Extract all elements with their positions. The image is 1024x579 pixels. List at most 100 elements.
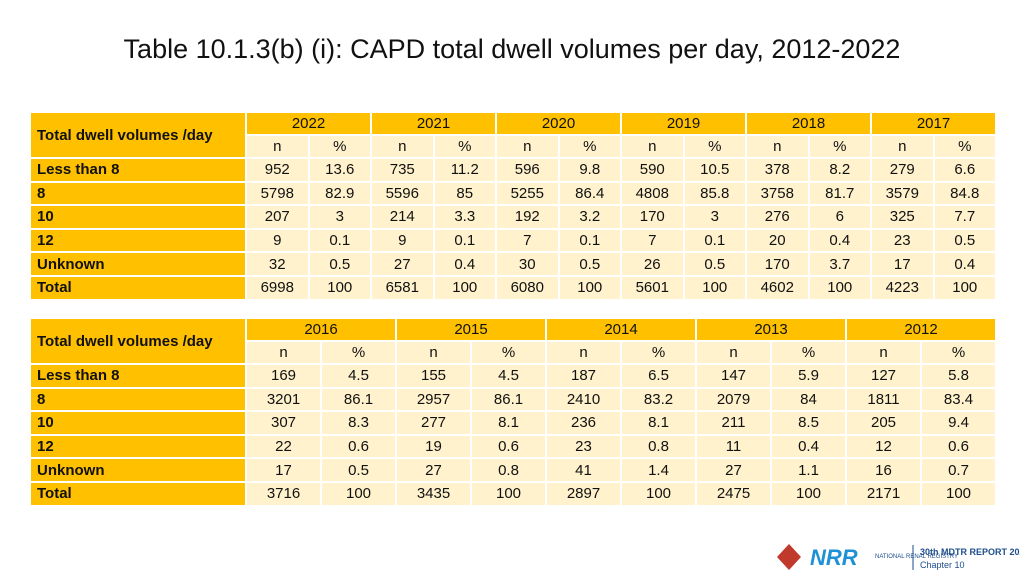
- data-cell: 279: [871, 158, 934, 182]
- row-label: 8: [30, 387, 246, 412]
- chapter-text: Chapter 10: [920, 560, 965, 570]
- sub-header: n: [746, 135, 809, 158]
- data-cell: 6080: [496, 276, 559, 300]
- data-cell: 7: [496, 228, 559, 253]
- sub-header: %: [933, 135, 996, 158]
- data-cell: 100: [558, 276, 621, 300]
- data-cell: 8.1: [471, 411, 546, 435]
- year-header: 2020: [496, 112, 621, 135]
- data-cell: 100: [321, 482, 396, 506]
- data-cell: 147: [696, 364, 771, 388]
- row-label: 12: [30, 434, 246, 459]
- data-cell: 236: [546, 411, 621, 435]
- sub-header: n: [396, 341, 471, 364]
- data-cell: 214: [371, 205, 434, 229]
- sub-header: %: [308, 135, 371, 158]
- sub-header: %: [433, 135, 496, 158]
- data-cell: 9: [246, 228, 309, 253]
- logo-diamond: [777, 544, 801, 570]
- data-cell: 100: [771, 482, 846, 506]
- data-cell: 86.1: [321, 387, 396, 412]
- sub-header: n: [871, 135, 934, 158]
- data-cell: 207: [246, 205, 309, 229]
- data-cell: 2897: [546, 482, 621, 506]
- year-header: 2013: [696, 318, 846, 341]
- data-cell: 8.1: [621, 411, 696, 435]
- data-cell: 30: [496, 252, 559, 276]
- data-cell: 127: [846, 364, 921, 388]
- data-cell: 6.5: [621, 364, 696, 388]
- year-header: 2021: [371, 112, 496, 135]
- row-label: Less than 8: [30, 158, 246, 182]
- data-cell: 6.6: [933, 158, 996, 182]
- data-cell: 3: [308, 205, 371, 229]
- data-cell: 307: [246, 411, 321, 435]
- data-cell: 0.1: [558, 228, 621, 253]
- data-cell: 100: [621, 482, 696, 506]
- data-cell: 20: [746, 228, 809, 253]
- data-cell: 3201: [246, 387, 321, 412]
- header-label: Total dwell volumes /day: [30, 318, 246, 364]
- sub-header: %: [558, 135, 621, 158]
- data-cell: 0.5: [933, 228, 996, 253]
- data-cell: 5.8: [921, 364, 996, 388]
- data-cell: 9: [371, 228, 434, 253]
- data-cell: 0.1: [308, 228, 371, 253]
- data-cell: 23: [871, 228, 934, 253]
- sub-header: %: [683, 135, 746, 158]
- data-cell: 155: [396, 364, 471, 388]
- data-cell: 86.4: [558, 181, 621, 206]
- data-cell: 0.1: [683, 228, 746, 253]
- data-cell: 4602: [746, 276, 809, 300]
- row-label: 10: [30, 411, 246, 435]
- data-cell: 82.9: [308, 181, 371, 206]
- data-cell: 10.5: [683, 158, 746, 182]
- data-cell: 0.6: [471, 434, 546, 459]
- data-cell: 169: [246, 364, 321, 388]
- data-cell: 276: [746, 205, 809, 229]
- data-cell: 85.8: [683, 181, 746, 206]
- sub-header: n: [546, 341, 621, 364]
- row-label: Total: [30, 482, 246, 506]
- data-cell: 0.5: [308, 252, 371, 276]
- data-cell: 11.2: [433, 158, 496, 182]
- data-cell: 7.7: [933, 205, 996, 229]
- data-cell: 100: [683, 276, 746, 300]
- sub-header: %: [808, 135, 871, 158]
- data-cell: 6581: [371, 276, 434, 300]
- year-header: 2018: [746, 112, 871, 135]
- data-cell: 0.4: [808, 228, 871, 253]
- data-cell: 170: [746, 252, 809, 276]
- row-label: 8: [30, 181, 246, 206]
- data-cell: 3.7: [808, 252, 871, 276]
- data-cell: 325: [871, 205, 934, 229]
- data-cell: 277: [396, 411, 471, 435]
- data-cell: 8.2: [808, 158, 871, 182]
- data-cell: 100: [921, 482, 996, 506]
- data-cell: 5.9: [771, 364, 846, 388]
- data-cell: 32: [246, 252, 309, 276]
- data-cell: 0.4: [933, 252, 996, 276]
- data-cell: 3.3: [433, 205, 496, 229]
- row-label: 12: [30, 228, 246, 253]
- row-label: Total: [30, 276, 246, 300]
- data-cell: 0.7: [921, 458, 996, 482]
- report-text: 30th MDTR REPORT 2022: [920, 547, 1020, 557]
- data-cell: 17: [246, 458, 321, 482]
- data-cell: 4.5: [321, 364, 396, 388]
- data-cell: 378: [746, 158, 809, 182]
- data-cell: 100: [808, 276, 871, 300]
- sub-header: n: [621, 135, 684, 158]
- data-cell: 735: [371, 158, 434, 182]
- sub-header: n: [696, 341, 771, 364]
- year-header: 2017: [871, 112, 996, 135]
- sub-header: %: [621, 341, 696, 364]
- data-cell: 23: [546, 434, 621, 459]
- data-cell: 7: [621, 228, 684, 253]
- title: Table 10.1.3(b) (i): CAPD total dwell vo…: [123, 34, 901, 64]
- row-label: Unknown: [30, 252, 246, 276]
- data-cell: 16: [846, 458, 921, 482]
- data-cell: 3435: [396, 482, 471, 506]
- data-cell: 0.8: [471, 458, 546, 482]
